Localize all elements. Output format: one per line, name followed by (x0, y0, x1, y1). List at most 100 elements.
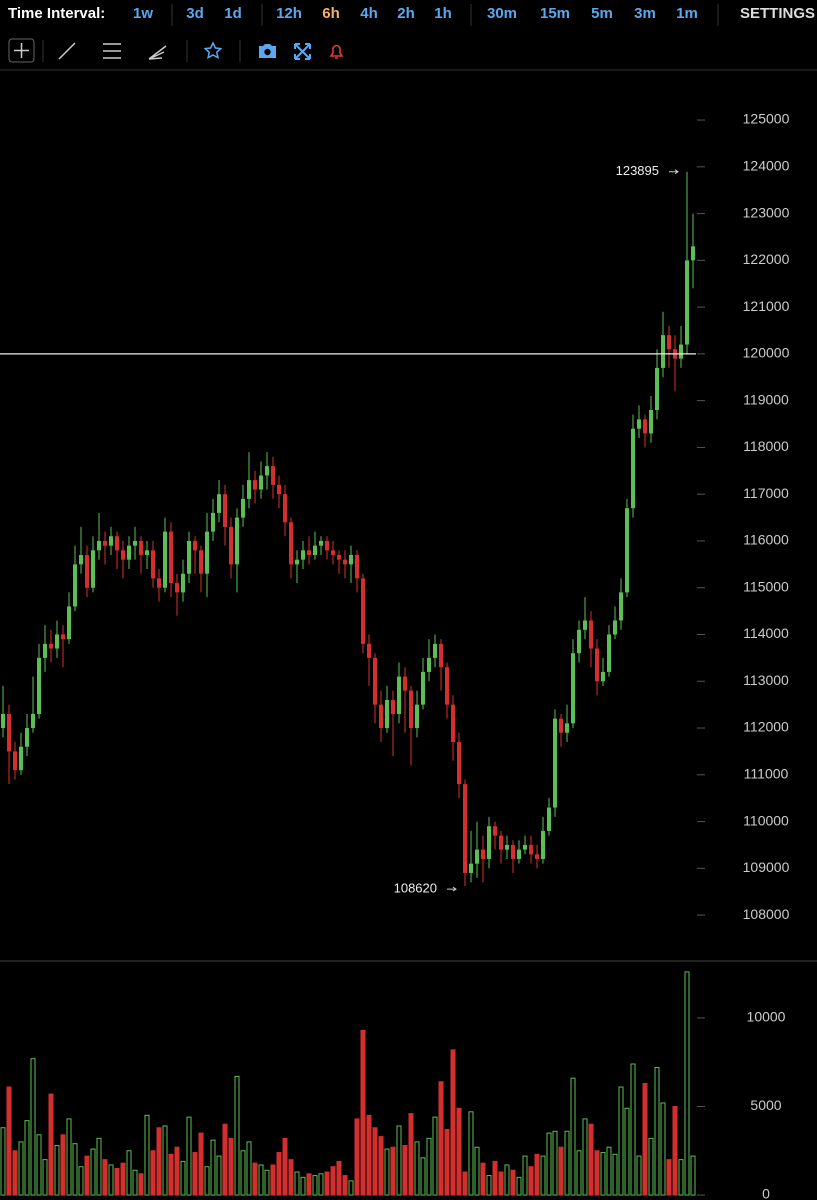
volume-bar (186, 1116, 192, 1196)
volume-bar (30, 1058, 36, 1196)
interval-button[interactable]: 2h (397, 5, 415, 22)
fan-tool[interactable] (148, 45, 167, 60)
volume-bar (624, 1107, 630, 1196)
volume-bar (588, 1123, 594, 1196)
candle-body (505, 844, 509, 850)
candle-body (499, 835, 503, 850)
candle-body (211, 512, 215, 532)
candle-body (259, 475, 263, 490)
interval-button[interactable]: 3d (186, 5, 204, 22)
candle-body (631, 428, 635, 509)
extreme-arrow (447, 886, 457, 892)
volume-bar (120, 1162, 126, 1196)
y-tick-label: 114000 (743, 625, 789, 641)
volume-bar (312, 1175, 318, 1196)
volume-bar (564, 1130, 570, 1196)
volume-bar (210, 1139, 216, 1196)
volume-bar (552, 1130, 558, 1196)
volume-bar (252, 1162, 258, 1196)
volume-bar (348, 1180, 354, 1196)
volume-tick-label: 10000 (747, 1009, 786, 1025)
volume-bar (276, 1152, 282, 1196)
candle-body (385, 699, 389, 729)
volume-bar (144, 1114, 150, 1196)
candle-body (661, 335, 665, 368)
interval-button[interactable]: 4h (360, 5, 378, 22)
candle-body (169, 531, 173, 584)
candle-body (409, 690, 413, 729)
volume-bar (324, 1171, 330, 1196)
volume-bar (156, 1127, 162, 1196)
candle-body (235, 517, 239, 565)
interval-button[interactable]: 3m (634, 5, 656, 22)
favorite[interactable] (203, 41, 223, 60)
candle-body (343, 559, 347, 565)
candle-body (49, 643, 53, 649)
interval-button[interactable]: 1d (224, 5, 242, 22)
candle-body (103, 540, 107, 546)
volume-bar (12, 1150, 18, 1196)
hlines-tool[interactable] (103, 43, 121, 59)
volume-bar (72, 1143, 78, 1196)
candle-body (625, 508, 629, 593)
candle-body (391, 699, 395, 714)
volume-bar (180, 1160, 186, 1196)
volume-bar (192, 1152, 198, 1196)
volume-bar (138, 1173, 144, 1196)
candle-body (295, 559, 299, 565)
candle-body (613, 620, 617, 635)
y-tick-label: 108000 (743, 906, 790, 922)
y-tick-label: 125000 (743, 111, 790, 127)
settings[interactable]: SETTINGS (740, 5, 815, 22)
volume-bar (522, 1155, 528, 1196)
interval-button[interactable]: 1w (133, 5, 153, 22)
interval-button[interactable]: 30m (487, 5, 517, 22)
candle-body (367, 643, 371, 658)
interval-button[interactable]: 5m (591, 5, 613, 22)
volume-bar (534, 1153, 540, 1196)
alert[interactable] (329, 44, 344, 59)
y-tick-label: 119000 (743, 391, 789, 407)
volume-bar (174, 1146, 180, 1196)
interval-button[interactable]: 6h (322, 5, 340, 22)
interval-button[interactable]: 1h (434, 5, 452, 22)
interval-button[interactable]: 1m (676, 5, 698, 22)
y-tick-label: 117000 (743, 485, 789, 501)
interval-button[interactable]: 15m (540, 5, 570, 22)
candle-body (601, 671, 605, 682)
candle-body (439, 643, 443, 668)
fullscreen[interactable] (294, 43, 311, 60)
candle-body (445, 667, 449, 705)
candle-body (283, 494, 287, 523)
candle-body (307, 550, 311, 555)
line-tool[interactable] (58, 42, 76, 60)
candle-body (565, 723, 569, 733)
candle-body (73, 564, 77, 607)
candle-body (379, 704, 383, 729)
candle-body (685, 260, 689, 345)
volume-bar (654, 1067, 660, 1196)
y-tick-label: 118000 (743, 438, 789, 454)
volume-bar (648, 1137, 654, 1196)
volume-bar (90, 1148, 96, 1196)
volume-bar (240, 1150, 246, 1196)
candle-body (427, 657, 431, 672)
volume-tick-label: 0 (762, 1186, 770, 1200)
interval-button[interactable]: 12h (276, 5, 302, 22)
volume-bar (216, 1155, 222, 1196)
candle-body (535, 854, 539, 859)
volume-bar (642, 1082, 648, 1196)
volume-bar (60, 1134, 66, 1196)
candle-body (43, 643, 47, 658)
volume-bar (690, 1155, 696, 1196)
volume-bar (336, 1160, 342, 1196)
candle-body (397, 676, 401, 714)
y-tick-label: 124000 (743, 158, 790, 174)
crosshair-tool[interactable] (8, 38, 35, 63)
volume-bar (24, 1120, 30, 1196)
volume-bar (528, 1166, 534, 1196)
volume-bar (570, 1077, 576, 1196)
volume-bar (168, 1153, 174, 1196)
